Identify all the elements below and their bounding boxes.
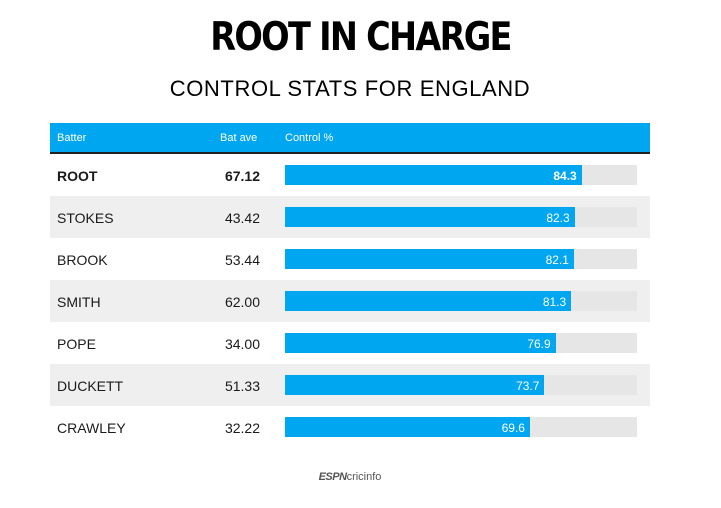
control-bar: 84.3 — [285, 165, 582, 185]
control-value-label: 84.3 — [553, 169, 577, 183]
bar-track: 73.7 — [285, 375, 637, 395]
control-value-label: 81.3 — [542, 295, 567, 309]
table-row: CRAWLEY 32.22 69.6 — [50, 406, 650, 448]
header-control: Control % — [285, 132, 334, 144]
stats-table: Batter Bat ave Control % ROOT 67.12 84.3 ST… — [50, 123, 650, 448]
table-row: DUCKETT 51.33 73.7 — [50, 364, 650, 406]
bat-ave-value: 53.44 — [224, 252, 260, 268]
espncricinfo-logo: ESPNcricinfo — [0, 471, 700, 483]
bar-track: 81.3 — [285, 291, 637, 311]
control-bar: 82.3 — [285, 207, 575, 227]
control-value-label: 82.3 — [546, 211, 570, 225]
control-value-label: 82.1 — [545, 253, 569, 267]
table-row: SMITH 62.00 81.3 — [50, 280, 650, 322]
batter-name: CRAWLEY — [57, 420, 126, 436]
table-header: Batter Bat ave Control % — [50, 123, 650, 154]
control-bar: 82.1 — [285, 249, 574, 269]
bat-ave-value: 32.22 — [224, 420, 260, 436]
control-value-label: 73.7 — [516, 379, 540, 393]
chart-subtitle: CONTROL STATS FOR ENGLAND — [169, 76, 531, 101]
control-bar: 73.7 — [285, 375, 545, 395]
bar-track: 82.1 — [285, 249, 637, 269]
header-bat-ave: Bat ave — [220, 132, 258, 144]
table-row: STOKES 43.42 82.3 — [50, 196, 650, 238]
bar-track: 69.6 — [285, 417, 637, 437]
bar-track: 76.9 — [285, 333, 637, 353]
bat-ave-value: 43.42 — [224, 210, 260, 226]
bat-ave-value: 51.33 — [224, 378, 260, 394]
logo-espn: ESPN — [318, 471, 347, 483]
bar-track: 84.3 — [285, 165, 637, 185]
bat-ave-value: 67.12 — [224, 168, 260, 184]
bat-ave-value: 34.00 — [224, 336, 260, 352]
control-bar: 69.6 — [285, 417, 530, 437]
control-value-label: 76.9 — [527, 337, 551, 351]
batter-name: ROOT — [57, 168, 98, 184]
chart-title: ROOT IN CHARGE — [210, 15, 512, 60]
batter-name: POPE — [57, 336, 96, 352]
batter-name: SMITH — [57, 294, 101, 310]
control-value-label: 69.6 — [501, 421, 525, 435]
batter-name: BROOK — [57, 252, 108, 268]
table-row: ROOT 67.12 84.3 — [50, 154, 650, 196]
table-row: POPE 34.00 76.9 — [50, 322, 650, 364]
header-batter: Batter — [57, 132, 87, 144]
logo-cricinfo: cricinfo — [346, 471, 382, 483]
batter-name: STOKES — [57, 210, 114, 226]
batter-name: DUCKETT — [57, 378, 124, 394]
control-bar: 81.3 — [285, 291, 572, 311]
bat-ave-value: 62.00 — [224, 294, 260, 310]
control-bar: 76.9 — [285, 333, 556, 353]
table-body: ROOT 67.12 84.3 STOKES 43.42 82.3 BROOK 53.44 82… — [50, 154, 650, 448]
table-row: BROOK 53.44 82.1 — [50, 238, 650, 280]
bar-track: 82.3 — [285, 207, 637, 227]
